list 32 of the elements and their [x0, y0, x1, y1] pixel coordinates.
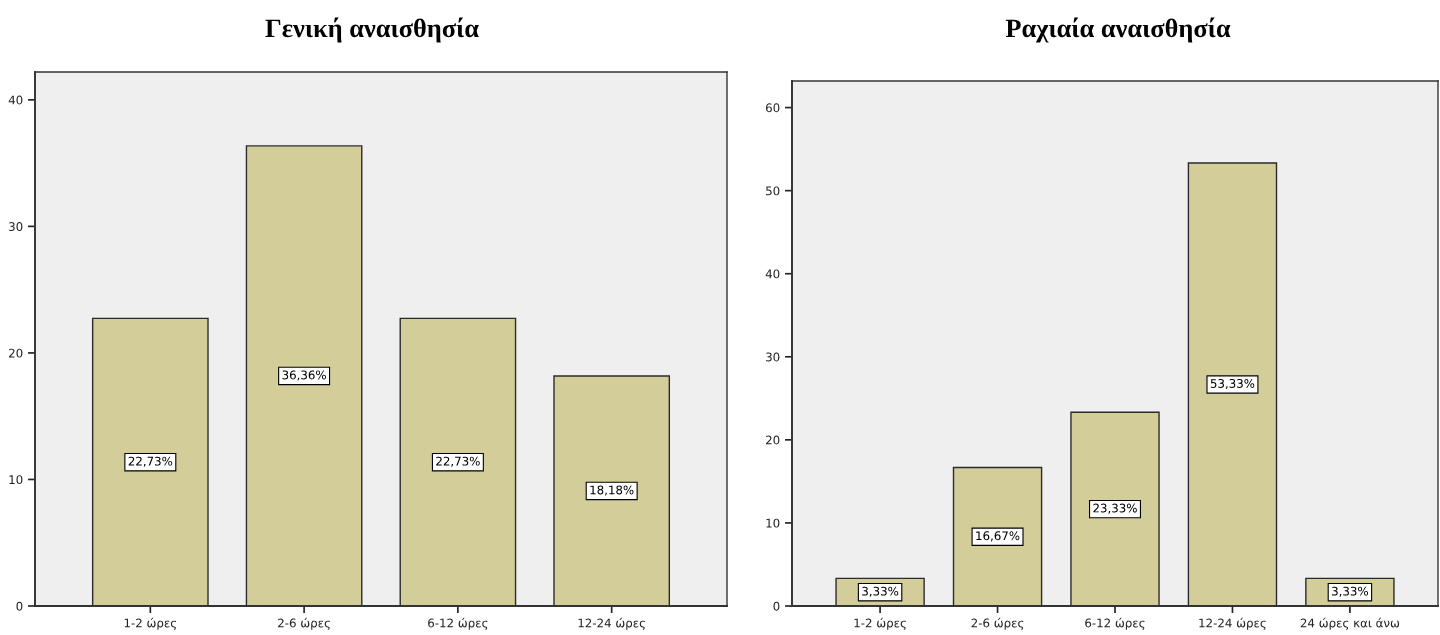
chart-title: Γενική αναισθησία: [265, 17, 479, 43]
x-tick-label: 6-12 ώρες: [428, 617, 488, 630]
data-label: 16,67%: [976, 531, 1020, 542]
y-tick-label: 0: [773, 601, 780, 611]
y-tick-label: 10: [766, 518, 780, 528]
y-tick-label: 30: [766, 352, 780, 362]
data-label: 36,36%: [282, 370, 326, 381]
x-tick-label: 1-2 ώρες: [854, 617, 906, 630]
data-label: 18,18%: [590, 485, 634, 496]
x-tick-label: 6-12 ώρες: [1085, 617, 1145, 630]
x-tick-label: 2-6 ώρες: [278, 617, 330, 630]
y-tick-label: 60: [766, 103, 780, 113]
x-tick-label: 12-24 ώρες: [1199, 617, 1266, 630]
x-tick-label: 2-6 ώρες: [971, 617, 1024, 630]
x-tick-label: 24 ώρες και άνω: [1300, 617, 1400, 630]
data-label: 53,33%: [1210, 378, 1255, 390]
y-tick-label: 50: [766, 186, 780, 196]
y-tick-label: 40: [8, 95, 23, 105]
x-tick-label: 1-2 ώρες: [124, 617, 177, 630]
chart-title: Ραχιαία αναισθησία: [1005, 17, 1231, 43]
y-tick-label: 20: [766, 435, 780, 445]
data-label: 3,33%: [862, 586, 899, 597]
data-label: 22,73%: [128, 456, 173, 467]
y-tick-label: 0: [16, 601, 23, 611]
data-label: 3,33%: [1332, 586, 1369, 597]
x-tick-label: 12-24 ώρες: [578, 617, 645, 630]
y-tick-label: 10: [9, 475, 23, 485]
y-tick-label: 30: [9, 222, 23, 232]
y-tick-label: 40: [765, 269, 780, 279]
data-label: 23,33%: [1093, 503, 1137, 514]
data-label: 22,73%: [436, 456, 480, 467]
y-tick-label: 20: [9, 348, 23, 358]
